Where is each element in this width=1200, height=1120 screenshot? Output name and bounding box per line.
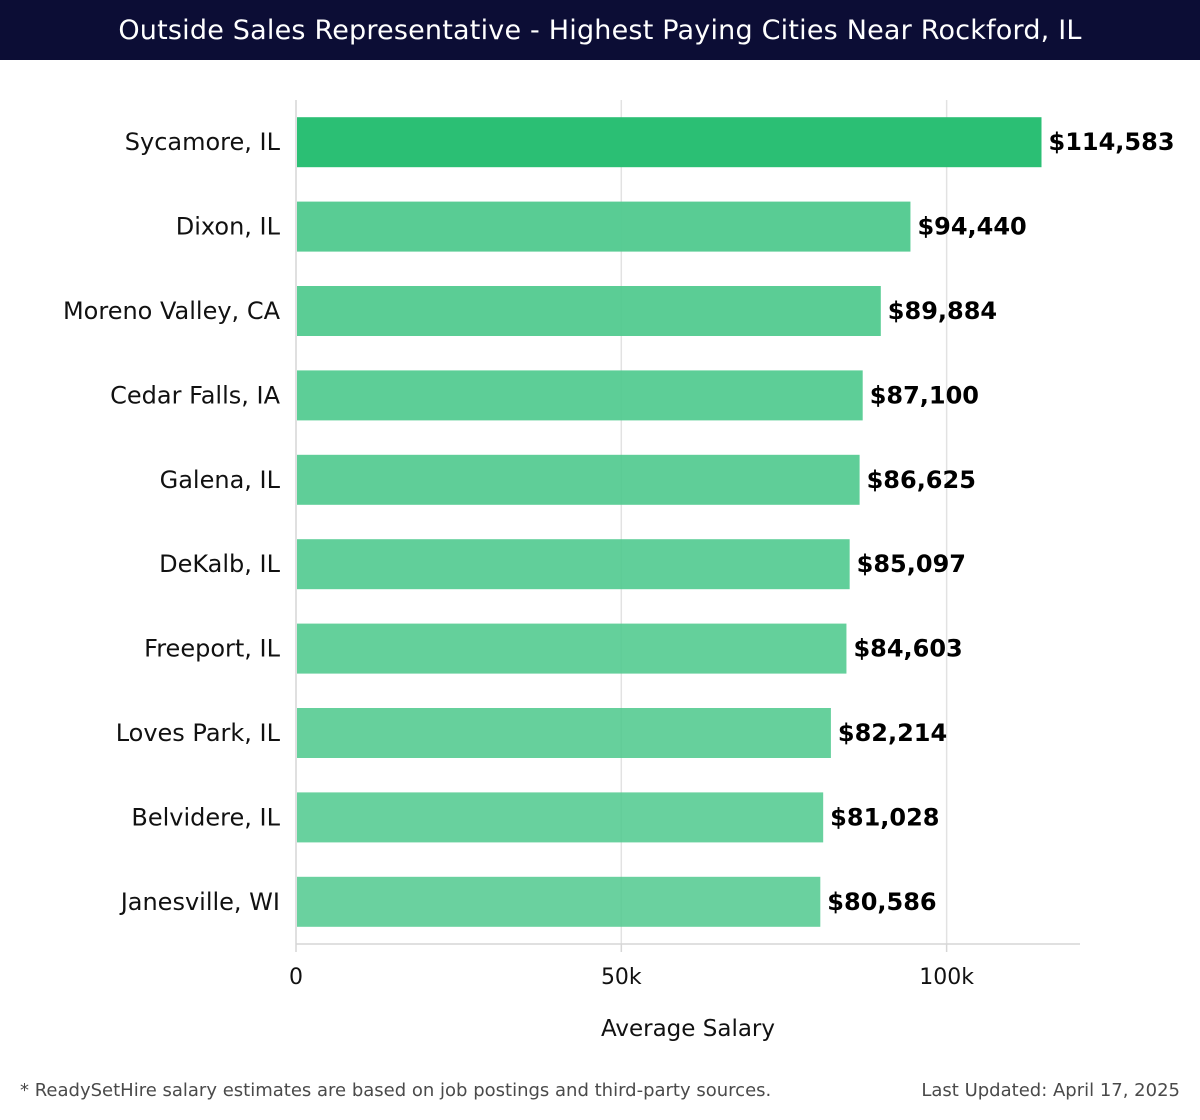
bar-moreno-valley-ca bbox=[297, 286, 881, 336]
footer-updated: Last Updated: April 17, 2025 bbox=[921, 1080, 1180, 1101]
value-label: $114,583 bbox=[1049, 128, 1175, 156]
x-tick-label: 50k bbox=[601, 965, 642, 990]
value-label: $94,440 bbox=[917, 213, 1026, 241]
bar-belvidere-il bbox=[297, 792, 824, 843]
bar-loves-park-il bbox=[297, 708, 831, 758]
value-label: $87,100 bbox=[870, 381, 979, 409]
bar-dixon-il bbox=[297, 201, 911, 252]
bar-cedar-falls-ia bbox=[297, 370, 863, 421]
chart-title: Outside Sales Representative - Highest P… bbox=[118, 14, 1082, 46]
bar-freeport-il bbox=[297, 623, 847, 674]
salary-bar-chart: 0 50k 100k Average Salary Sycamore, IL $114,… bbox=[63, 100, 1175, 1042]
value-label: $86,625 bbox=[867, 466, 976, 494]
bar-sycamore-il bbox=[297, 117, 1042, 168]
value-label: $85,097 bbox=[857, 550, 966, 578]
category-label: Belvidere, IL bbox=[131, 803, 280, 831]
category-label: Dixon, IL bbox=[176, 213, 281, 241]
x-tick-label: 100k bbox=[919, 965, 974, 990]
title-bar: Outside Sales Representative - Highest P… bbox=[0, 0, 1200, 60]
value-label: $81,028 bbox=[830, 803, 939, 831]
value-label: $82,214 bbox=[838, 719, 947, 747]
category-label: Moreno Valley, CA bbox=[63, 297, 281, 325]
bars bbox=[297, 117, 1042, 927]
value-label: $89,884 bbox=[888, 297, 997, 325]
value-label: $84,603 bbox=[853, 635, 962, 663]
footer-note: * ReadySetHire salary estimates are base… bbox=[20, 1080, 772, 1101]
category-label: Galena, IL bbox=[160, 466, 281, 494]
x-tick-label: 0 bbox=[289, 965, 303, 990]
labels: Sycamore, IL $114,583 Dixon, IL $94,440 More… bbox=[63, 128, 1175, 916]
value-label: $80,586 bbox=[827, 888, 936, 916]
bar-galena-il bbox=[297, 454, 860, 505]
category-label: Cedar Falls, IA bbox=[110, 381, 280, 409]
category-label: Freeport, IL bbox=[144, 635, 280, 663]
axes: 0 50k 100k Average Salary bbox=[289, 100, 1080, 1042]
bar-janesville-wi bbox=[297, 876, 821, 927]
category-label: Sycamore, IL bbox=[125, 128, 281, 156]
category-label: Loves Park, IL bbox=[116, 719, 281, 747]
category-label: Janesville, WI bbox=[119, 888, 280, 916]
x-axis-title: Average Salary bbox=[601, 1016, 775, 1042]
category-label: DeKalb, IL bbox=[159, 550, 281, 578]
bar-dekalb-il bbox=[297, 539, 850, 590]
